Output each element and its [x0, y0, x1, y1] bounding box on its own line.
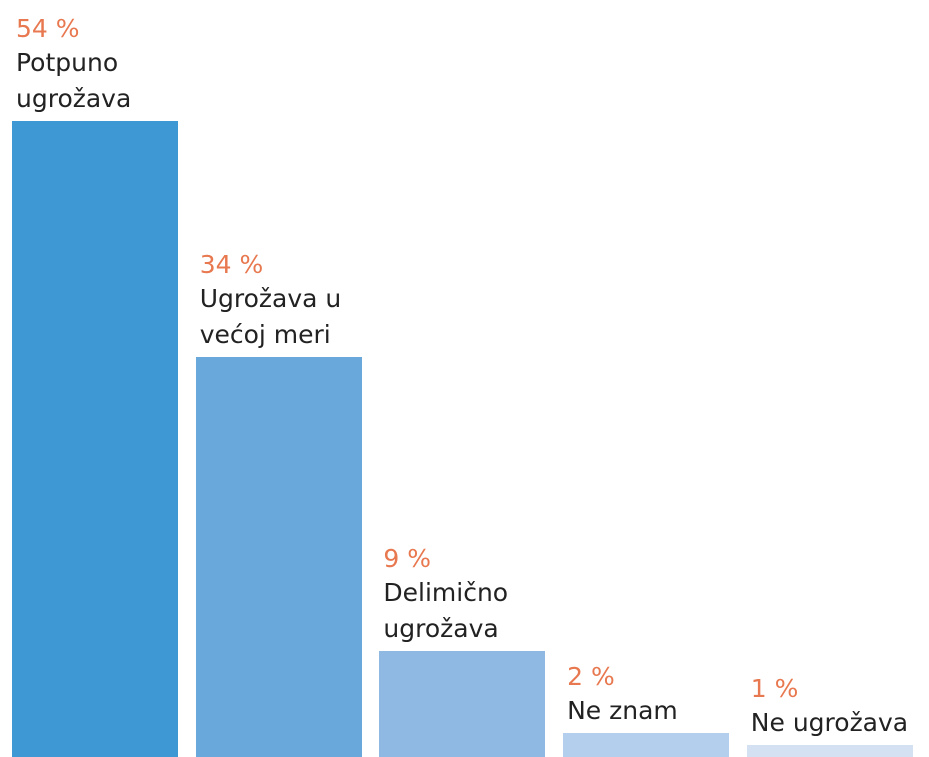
bar-label: 1 % Ne ugrožava [751, 673, 929, 741]
category-label: Ugrožava u većoj meri [199, 283, 342, 349]
bar [563, 733, 730, 757]
value-label: 54 % [16, 14, 80, 43]
value-label: 9 % [383, 544, 431, 573]
category-label: Delimično ugrožava [383, 578, 509, 643]
value-label: 2 % [567, 662, 615, 692]
bar-label: 9 % Delimično ugrožava [383, 543, 565, 647]
bar-label: 54 % Potpuno ugrožava [16, 13, 198, 117]
bar [379, 651, 546, 757]
bar [195, 356, 362, 757]
value-label: 34 % [199, 249, 264, 279]
value-label: 1 % [750, 674, 799, 704]
bar [12, 121, 178, 757]
category-label: Potpuno ugrožava [16, 48, 132, 113]
bar-label: 34 % Ugrožava u većoj meri [200, 249, 382, 353]
category-label: Ne znam [567, 696, 678, 726]
bar [746, 745, 913, 757]
category-label: Ne ugrožava [750, 708, 909, 738]
bar-label: 2 % Ne znam [567, 661, 749, 729]
